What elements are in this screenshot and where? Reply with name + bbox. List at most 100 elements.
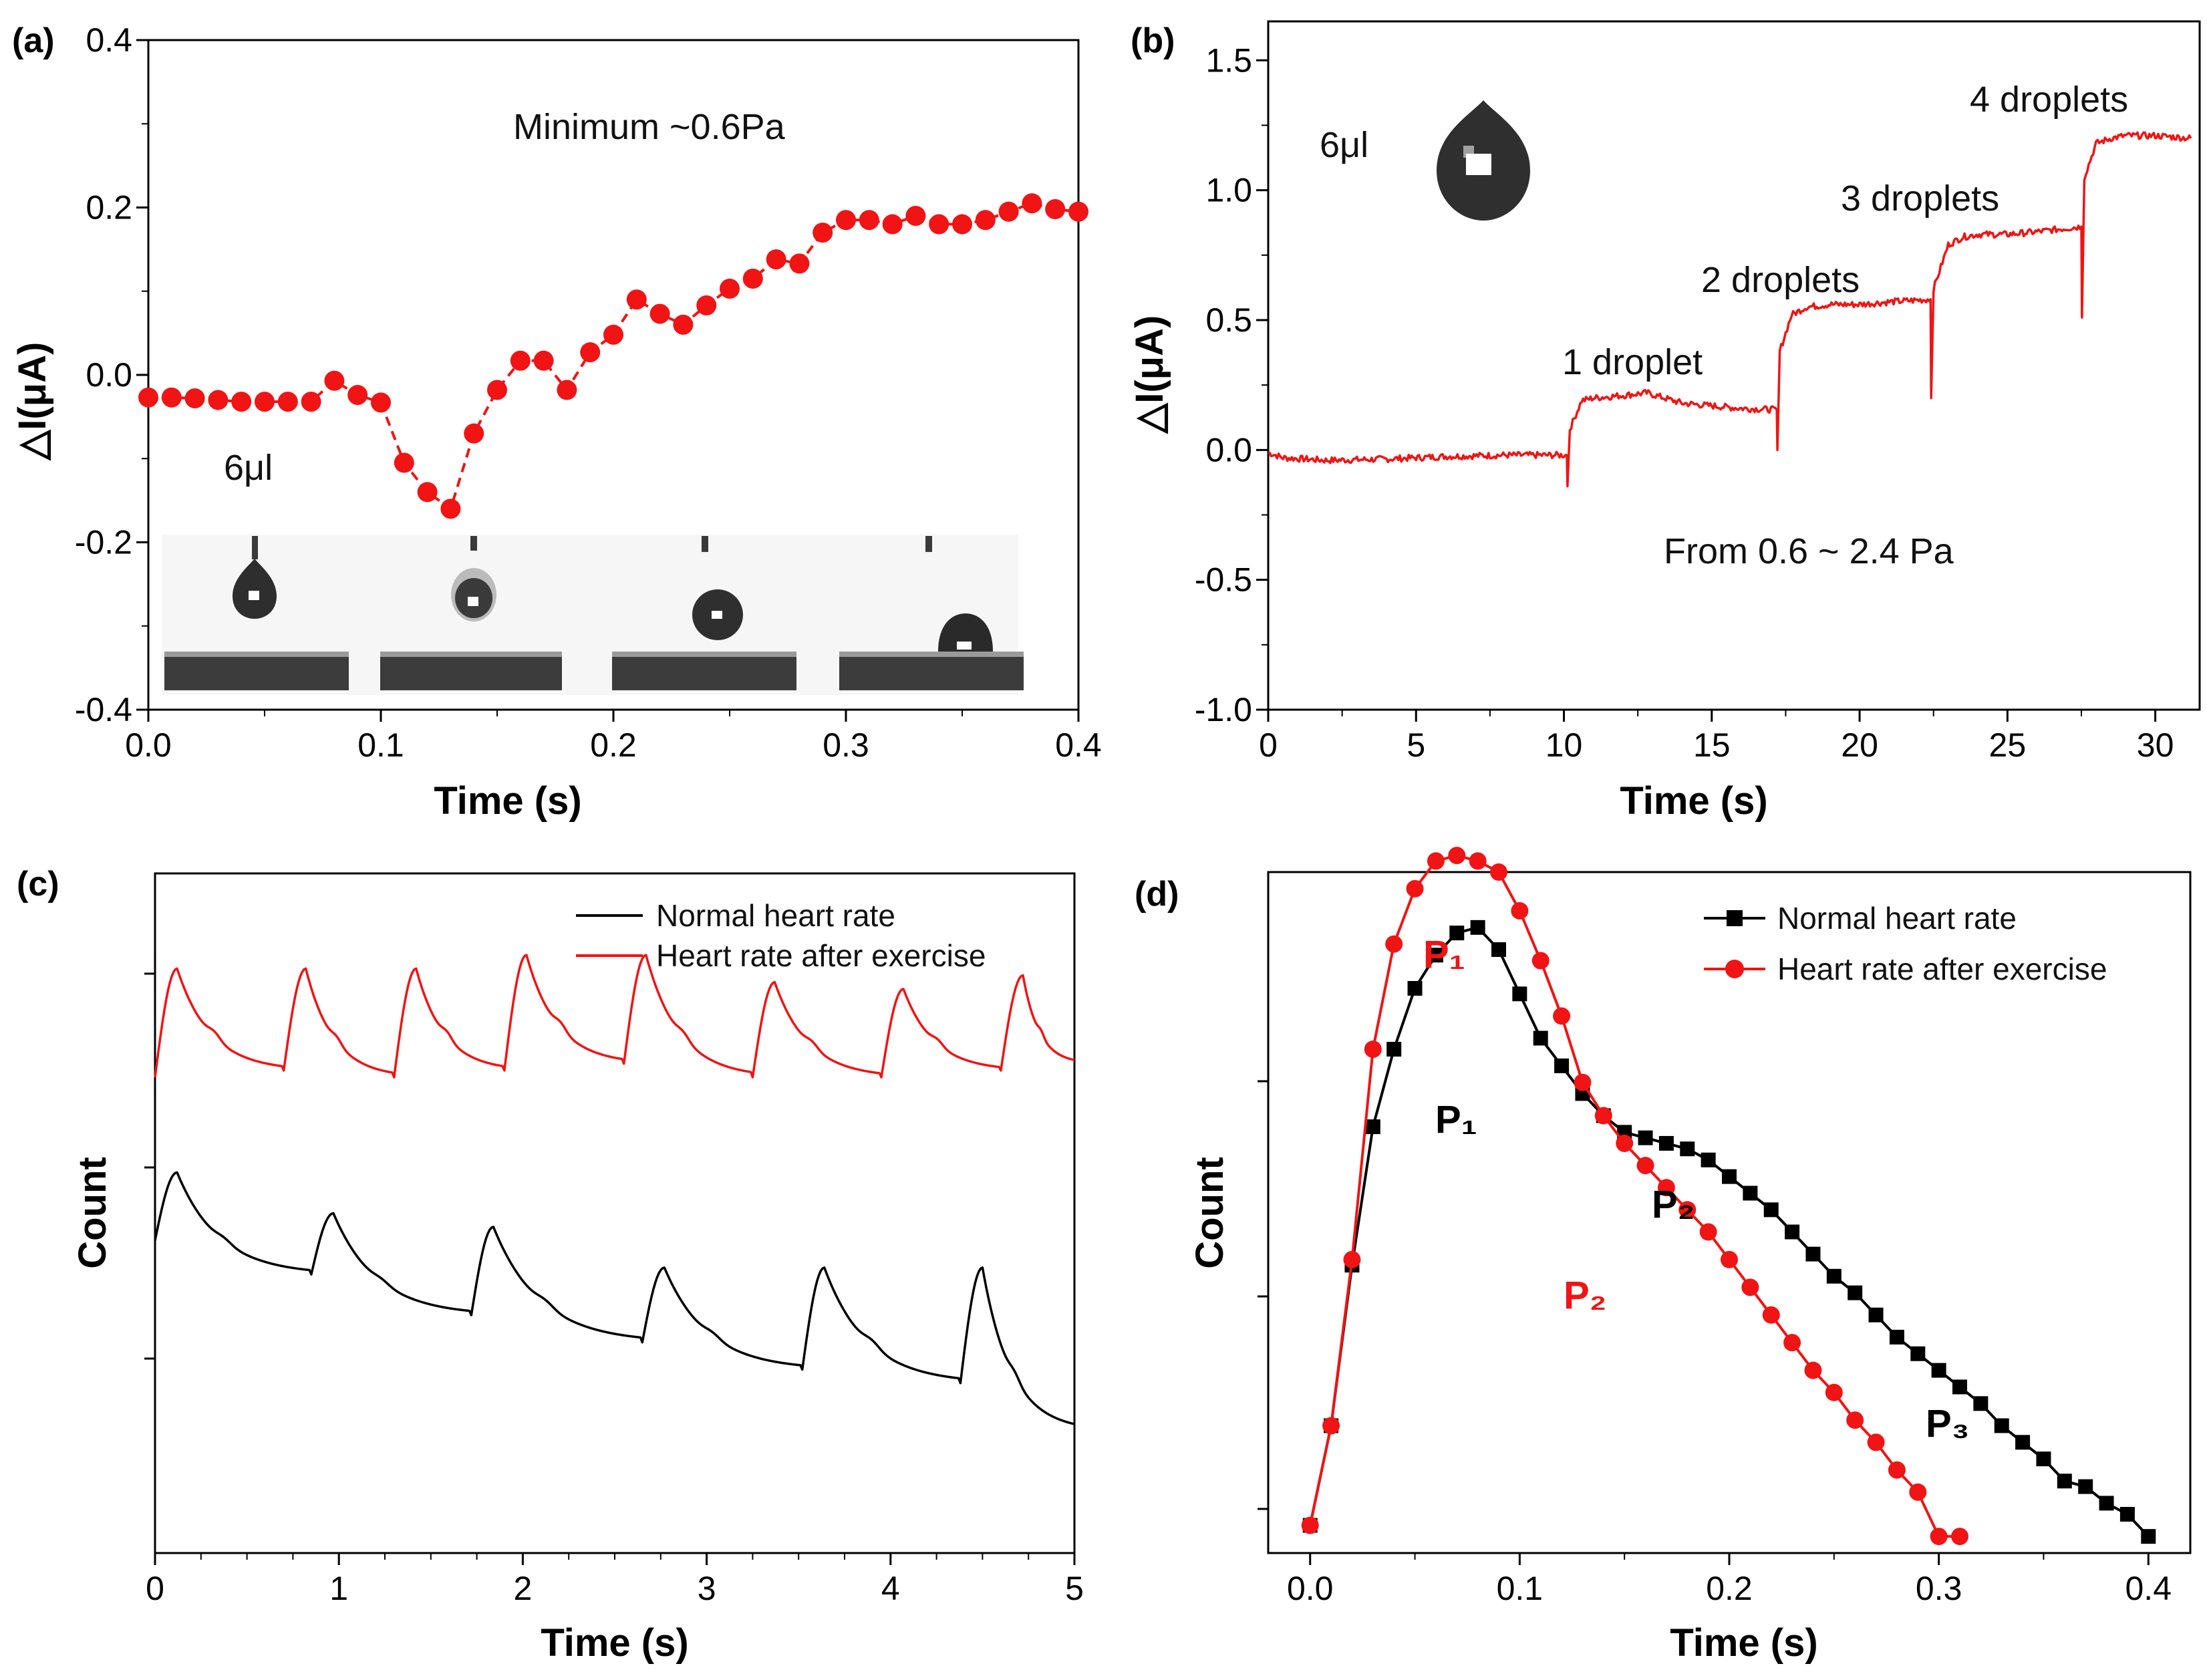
legend-c-exercise-label: Heart rate after exercise: [656, 938, 986, 973]
series-d-1-point-0: [1301, 1516, 1319, 1534]
plot-frame-c: [154, 872, 1076, 1554]
series-d-0-point-8: [1470, 920, 1485, 935]
series-a-point-24: [696, 295, 717, 316]
y-axis-title-b: △I(μA): [1128, 315, 1171, 435]
y-axis-b: -1.0 -0.5 0.0 0.5 1.0 1.5: [1195, 41, 1268, 728]
y-tick-label-b-3: 0.5: [1205, 301, 1252, 339]
droplet-sequence-inset: [162, 535, 1024, 695]
series-a-point-11: [394, 452, 414, 473]
label-2-droplets: 2 droplets: [1701, 260, 1860, 300]
series-a-point-35: [952, 214, 972, 235]
series-d-0-point-32: [1973, 1396, 1989, 1411]
series-a-point-3: [208, 390, 229, 410]
series-d-1-point-11: [1531, 952, 1550, 970]
x-tick-label-b-2: 10: [1546, 726, 1583, 764]
series-d-1-point-9: [1490, 863, 1507, 881]
peak-label-black-p2: P₂: [1652, 1183, 1695, 1226]
series-a-point-2: [184, 388, 205, 409]
legend-c-normal-label: Normal heart rate: [656, 898, 895, 933]
y-axis-a: -0.4 -0.2 0.0 0.2 0.4: [75, 21, 148, 728]
series-d-1-point-3: [1364, 1040, 1382, 1059]
series-d-0-point-37: [2078, 1479, 2093, 1494]
series-d-1-point-29: [1909, 1483, 1927, 1501]
x-axis-c: 0 1 2 3 4 5: [146, 1553, 1084, 1607]
series-d-0-point-22: [1763, 1202, 1779, 1218]
series-d-1-point-7: [1448, 847, 1466, 865]
series-d-1-point-21: [1741, 1278, 1759, 1296]
series-d-0-point-11: [1533, 1030, 1548, 1046]
label-1-droplet: 1 droplet: [1562, 342, 1703, 382]
x-tick-label-a-3: 0.3: [823, 726, 869, 764]
inset-frame-4: [839, 536, 1024, 690]
x-tick-label-b-6: 30: [2137, 726, 2174, 764]
series-a-point-32: [882, 214, 903, 235]
series-a-point-39: [1045, 199, 1066, 220]
series-a: [138, 193, 1088, 519]
panel-b: (b) 6μl 1 droplet 2 droplets 3 droplets …: [1128, 20, 2201, 823]
series-a-point-23: [673, 314, 694, 335]
series-d: [1301, 847, 2156, 1546]
x-tick-label-d-0: 0.0: [1287, 1570, 1334, 1607]
y-tick-label-b-5: 1.5: [1205, 41, 1252, 79]
series-a-point-37: [998, 201, 1019, 222]
panel-c: (c) 0 1 2 3 4 5 Normal heart rate Heart rate …: [17, 865, 1084, 1665]
series-d-0-point-39: [2119, 1507, 2135, 1522]
series-d-0-point-23: [1785, 1224, 1800, 1240]
inset-frame-3: [612, 536, 796, 690]
x-tick-label-d-4: 0.4: [2125, 1570, 2172, 1607]
series-d-0-point-29: [1910, 1346, 1926, 1361]
series-a-point-5: [255, 392, 275, 412]
series-d-0-point-12: [1554, 1058, 1570, 1073]
inset-frame-2: [380, 536, 562, 690]
panel-b-label: (b): [1131, 21, 1175, 60]
peak-label-black-p3: P₃: [1926, 1402, 1970, 1445]
series-a-line: [148, 202, 1079, 511]
series-a-point-25: [720, 278, 740, 299]
inset-frame-1: [164, 536, 349, 690]
x-tick-label-c-2: 2: [513, 1570, 532, 1607]
series-d-0-point-3: [1365, 1119, 1380, 1135]
x-axis-title-d: Time (s): [1670, 1621, 1817, 1665]
x-tick-label-c-4: 4: [881, 1570, 900, 1607]
series-a-point-14: [464, 423, 484, 444]
series-d-1-point-1: [1322, 1417, 1340, 1435]
series-d-1-point-27: [1867, 1433, 1885, 1451]
series-d-1-point-24: [1804, 1361, 1822, 1379]
series-d-0-point-35: [2036, 1451, 2051, 1467]
panel-a: (a) Minimum ~0.6Pa 6μl: [11, 21, 1102, 823]
label-4-droplets: 4 droplets: [1970, 80, 2128, 120]
x-tick-label-d-2: 0.2: [1706, 1570, 1753, 1607]
series-a-point-17: [533, 350, 554, 371]
series-d-1-point-23: [1783, 1334, 1801, 1352]
series-d-0-point-25: [1826, 1268, 1842, 1284]
series-d-0-point-7: [1449, 926, 1465, 941]
series-d-1-point-20: [1721, 1250, 1738, 1268]
series-d-0-point-17: [1658, 1135, 1674, 1151]
label-3-droplets: 3 droplets: [1841, 178, 1999, 219]
series-d-0-point-24: [1805, 1246, 1821, 1262]
series-d-1-point-15: [1616, 1134, 1634, 1152]
legend-d-exercise-label: Heart rate after exercise: [1777, 952, 2107, 986]
series-a-point-27: [766, 249, 786, 270]
x-tick-label-a-1: 0.1: [357, 726, 404, 764]
series-b-line: [1268, 131, 2192, 488]
y-tick-label-b-2: 0.0: [1205, 431, 1252, 468]
series-a-point-12: [417, 482, 438, 503]
x-axis-d: 0.0 0.1 0.2 0.3 0.4: [1287, 1553, 2172, 1607]
panel-d-label: (d): [1135, 875, 1179, 914]
x-tick-label-c-1: 1: [329, 1570, 348, 1607]
x-tick-label-b-1: 5: [1407, 726, 1425, 764]
peak-label-red-p2: P₂: [1564, 1274, 1606, 1317]
series-d-1-point-6: [1427, 852, 1445, 870]
series-d-1-point-12: [1553, 1007, 1571, 1025]
series-a-point-19: [580, 342, 601, 363]
droplet-icon: [1437, 100, 1530, 221]
series-d-1-point-30: [1930, 1528, 1948, 1546]
series-d-0-point-16: [1638, 1130, 1653, 1145]
annotation-volume-b: 6μl: [1320, 125, 1368, 165]
series-d-1-point-16: [1636, 1157, 1654, 1175]
plot-frame-b: [1267, 20, 2201, 711]
x-tick-label-c-3: 3: [698, 1570, 716, 1607]
series-a-point-22: [649, 303, 670, 324]
y-axis-d: [1258, 1080, 1268, 1510]
